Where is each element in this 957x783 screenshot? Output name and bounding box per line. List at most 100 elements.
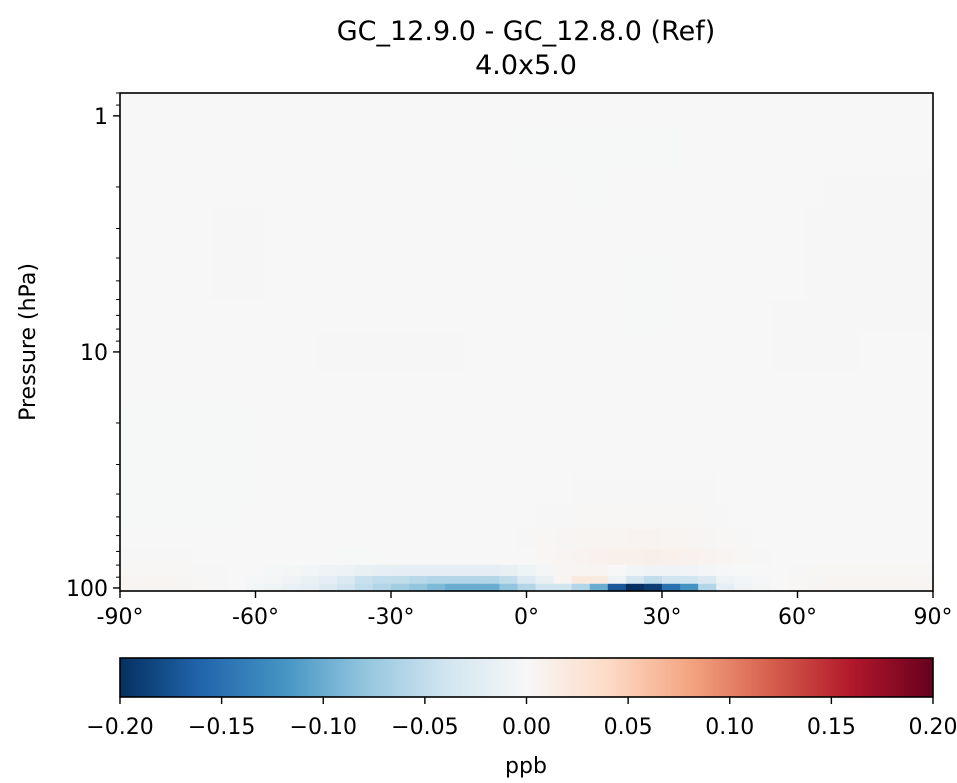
- heatmap-cell: [282, 575, 302, 584]
- heatmap-cell: [318, 502, 338, 529]
- heatmap-cell: [607, 527, 627, 549]
- heatmap-cell: [138, 333, 157, 370]
- heatmap-cell: [318, 575, 338, 584]
- heatmap-cell: [354, 207, 374, 256]
- heatmap-cell: [607, 575, 627, 584]
- heatmap-cell: [662, 527, 681, 549]
- heatmap-cell: [192, 564, 211, 576]
- heatmap-cell: [824, 564, 844, 576]
- heatmap-cell: [607, 502, 627, 529]
- heatmap-cell: [806, 93, 826, 129]
- heatmap-cell: [354, 575, 374, 584]
- heatmap-cell: [788, 575, 808, 584]
- heatmap-cell: [788, 127, 808, 170]
- heatmap-cell: [156, 527, 175, 549]
- heatmap-cell: [752, 527, 771, 549]
- heatmap-cell: [878, 548, 898, 565]
- heatmap-cell: [156, 575, 175, 584]
- heatmap-cell: [246, 440, 266, 474]
- heatmap-cell: [914, 254, 934, 299]
- heatmap-cell: [788, 369, 808, 406]
- heatmap-cell: [174, 207, 193, 256]
- heatmap-cell: [571, 207, 591, 256]
- heatmap-cell: [698, 127, 717, 170]
- heatmap-cell: [391, 502, 410, 529]
- heatmap-cell: [662, 298, 681, 335]
- heatmap-cell: [499, 93, 519, 129]
- heatmap-cell: [120, 404, 139, 441]
- heatmap-cell: [842, 127, 862, 170]
- heatmap-cell: [409, 127, 428, 170]
- heatmap-cell: [210, 93, 229, 129]
- heatmap-cell: [607, 254, 627, 299]
- heatmap-cell: [463, 93, 482, 129]
- heatmap-cell: [788, 564, 808, 576]
- heatmap-cell: [481, 527, 500, 549]
- heatmap-cell: [842, 369, 862, 406]
- heatmap-cell: [409, 333, 428, 370]
- heatmap-cell: [770, 168, 790, 209]
- heatmap-cell: [806, 127, 826, 170]
- heatmap-cell: [698, 298, 717, 335]
- heatmap-cell: [842, 440, 862, 474]
- heatmap-cell: [589, 168, 609, 209]
- heatmap-cell: [842, 168, 862, 209]
- heatmap-cell: [680, 168, 699, 209]
- heatmap-cell: [372, 502, 392, 529]
- heatmap-cell: [698, 527, 717, 549]
- heatmap-cell: [156, 333, 175, 370]
- heatmap-cell: [571, 254, 591, 299]
- heatmap-cell: [192, 502, 211, 529]
- heatmap-cell: [300, 575, 320, 584]
- heatmap-cell: [734, 564, 753, 576]
- heatmap-cell: [806, 527, 826, 549]
- colorbar-tick-label: 0.20: [909, 715, 957, 740]
- heatmap-cell: [228, 369, 248, 406]
- heatmap-cell: [354, 93, 374, 129]
- heatmap-cell: [770, 548, 790, 565]
- heatmap-cell: [662, 93, 681, 129]
- heatmap-cell: [156, 583, 175, 592]
- heatmap-cell: [228, 207, 248, 256]
- heatmap-cell: [481, 298, 500, 335]
- heatmap-cell: [300, 333, 320, 370]
- heatmap-cell: [770, 564, 790, 576]
- colorbar: [119, 657, 934, 698]
- heatmap-cell: [698, 583, 717, 592]
- heatmap-cell: [914, 369, 934, 406]
- heatmap-cell: [192, 583, 211, 592]
- heatmap-cell: [553, 254, 573, 299]
- heatmap-cell: [354, 127, 374, 170]
- heatmap-cell: [499, 575, 519, 584]
- heatmap-cell: [643, 93, 663, 129]
- heatmap-cell: [770, 369, 790, 406]
- heatmap-cell: [481, 548, 500, 565]
- heatmap-cell: [878, 564, 898, 576]
- heatmap-cell: [354, 440, 374, 474]
- heatmap-cell: [662, 583, 681, 592]
- colorbar-tick-label: −0.05: [391, 715, 458, 740]
- heatmap-cell: [120, 502, 139, 529]
- heatmap-cell: [680, 583, 699, 592]
- heatmap-cell: [210, 548, 229, 565]
- heatmap-cell: [336, 207, 356, 256]
- heatmap-cell: [174, 93, 193, 129]
- heatmap-cell: [680, 298, 699, 335]
- heatmap-cell: [716, 575, 735, 584]
- heatmap-cell: [806, 473, 826, 504]
- heatmap-cell: [896, 333, 916, 370]
- heatmap-cell: [300, 404, 320, 441]
- heatmap-cell: [842, 527, 862, 549]
- heatmap-cell: [300, 369, 320, 406]
- heatmap-cell: [300, 564, 320, 576]
- heatmap-cell: [372, 564, 392, 576]
- heatmap-cell: [517, 473, 537, 504]
- heatmap-cell: [896, 168, 916, 209]
- heatmap-cell: [553, 583, 573, 592]
- heatmap-cell: [174, 548, 193, 565]
- heatmap-cell: [914, 583, 934, 592]
- heatmap-cell: [138, 502, 157, 529]
- heatmap-cell: [535, 575, 555, 584]
- heatmap-cell: [860, 575, 880, 584]
- heatmap-cell: [264, 254, 284, 299]
